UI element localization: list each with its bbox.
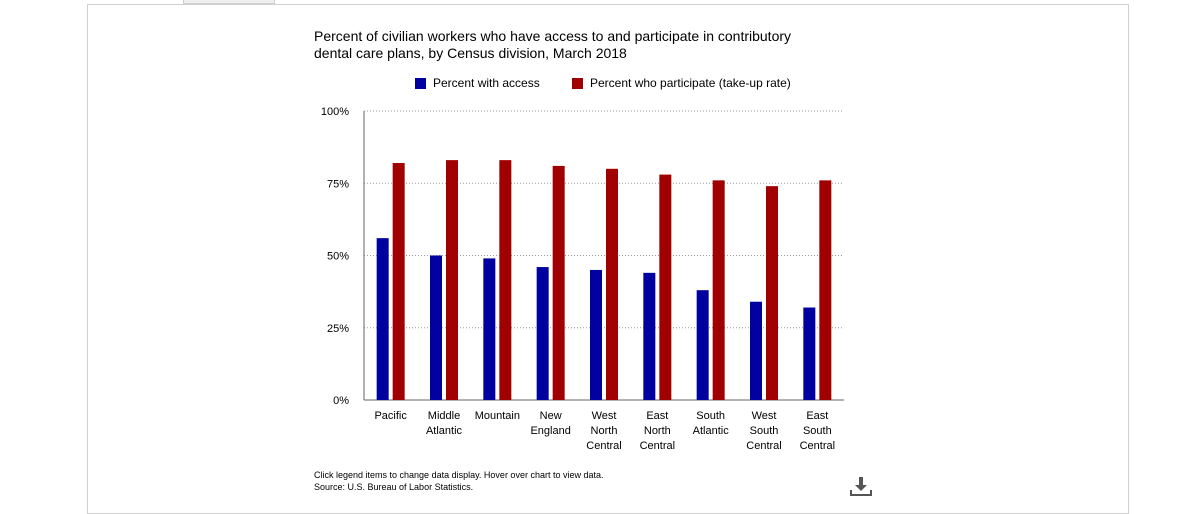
bar-access[interactable] xyxy=(696,290,709,400)
x-tick-label: East South Central xyxy=(800,410,835,452)
y-tick-label: 25% xyxy=(327,323,349,335)
bar-access[interactable] xyxy=(536,267,549,400)
x-tick-label: East North Central xyxy=(640,410,675,452)
bar-participate[interactable] xyxy=(606,168,618,400)
download-icon[interactable] xyxy=(850,475,872,497)
x-tick-label: West North Central xyxy=(586,410,621,452)
legend: Percent with access Percent who particip… xyxy=(0,76,1192,92)
bar-chart[interactable]: 0% 25% 50% 75% 100% Pacific Middle Atlantic Moun… xyxy=(0,0,1192,500)
chart-note: Click legend items to change data displa… xyxy=(314,470,604,480)
bar-access[interactable] xyxy=(590,269,602,400)
bar-access[interactable] xyxy=(803,307,816,400)
bar-access[interactable] xyxy=(643,272,656,400)
y-tick-label: 75% xyxy=(327,178,349,190)
y-tick-label: 50% xyxy=(327,251,349,263)
chart-source: Source: U.S. Bureau of Labor Statistics. xyxy=(314,482,474,492)
x-tick-label: Middle Atlantic xyxy=(426,410,463,437)
legend-item-access[interactable]: Percent with access xyxy=(415,76,540,90)
bar-participate[interactable] xyxy=(712,180,725,400)
x-tick-label: Pacific xyxy=(374,410,407,422)
bar-participate[interactable] xyxy=(766,186,778,400)
bar-participate[interactable] xyxy=(659,174,672,400)
legend-label-access: Percent with access xyxy=(433,76,540,90)
bar-access[interactable] xyxy=(483,258,496,400)
bar-participate[interactable] xyxy=(392,163,405,400)
bar-access[interactable] xyxy=(750,301,762,400)
bar-participate[interactable] xyxy=(499,160,512,400)
y-tick-label: 0% xyxy=(333,395,349,407)
chart-title: Percent of civilian workers who have acc… xyxy=(314,28,792,61)
y-tick-label: 100% xyxy=(321,106,349,118)
bar-participate[interactable] xyxy=(819,180,832,400)
legend-swatch-access xyxy=(415,77,426,89)
x-tick-label: South Atlantic xyxy=(693,410,730,437)
chart-footer: Click legend items to change data displa… xyxy=(314,469,603,493)
legend-swatch-participate xyxy=(572,77,583,89)
bar-participate[interactable] xyxy=(552,165,565,400)
x-tick-label: New England xyxy=(530,410,570,437)
tab[interactable] xyxy=(183,0,275,4)
bar-access[interactable] xyxy=(430,255,442,401)
legend-label-participate: Percent who participate (take-up rate) xyxy=(590,76,791,90)
x-tick-label: Mountain xyxy=(475,410,520,422)
x-tick-label: West South Central xyxy=(746,410,781,452)
legend-item-participate[interactable]: Percent who participate (take-up rate) xyxy=(572,76,791,90)
bar-participate[interactable] xyxy=(446,160,458,400)
bar-access[interactable] xyxy=(376,238,389,400)
